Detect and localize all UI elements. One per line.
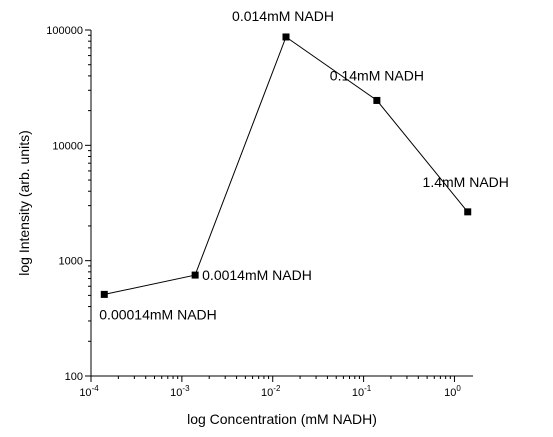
point-label: 1.4mM NADH [423,174,509,190]
data-point [282,33,290,41]
x-tick-label: 10-2 [261,384,281,399]
point-label: 0.014mM NADH [232,8,334,24]
point-label: 0.14mM NADH [330,67,424,83]
x-tick-label: 10-1 [352,384,372,399]
x-axis-title: log Concentration (mM NADH) [187,411,377,427]
y-tick-label: 100 [65,371,83,383]
y-axis-title: log Intensity (arb. units) [16,130,32,276]
data-point [100,290,108,298]
data-series [100,33,472,298]
data-point [191,271,199,279]
y-tick-label: 1000 [59,256,83,268]
point-label: 0.0014mM NADH [202,267,312,283]
ticks: 10-4 10-3 10-2 10-1 100 100 1000 10000 100000 [46,25,461,399]
data-point [464,208,472,216]
y-tick-label: 100000 [46,25,83,37]
data-point [373,96,381,104]
point-label: 0.00014mM NADH [99,306,217,322]
x-tick-label: 10-4 [79,384,99,399]
x-tick-label: 100 [444,384,461,399]
x-tick-label: 10-3 [170,384,190,399]
y-tick-label: 10000 [52,140,83,152]
point-labels: 0.00014mM NADH 0.0014mM NADH 0.014mM NADH 0… [99,8,509,322]
